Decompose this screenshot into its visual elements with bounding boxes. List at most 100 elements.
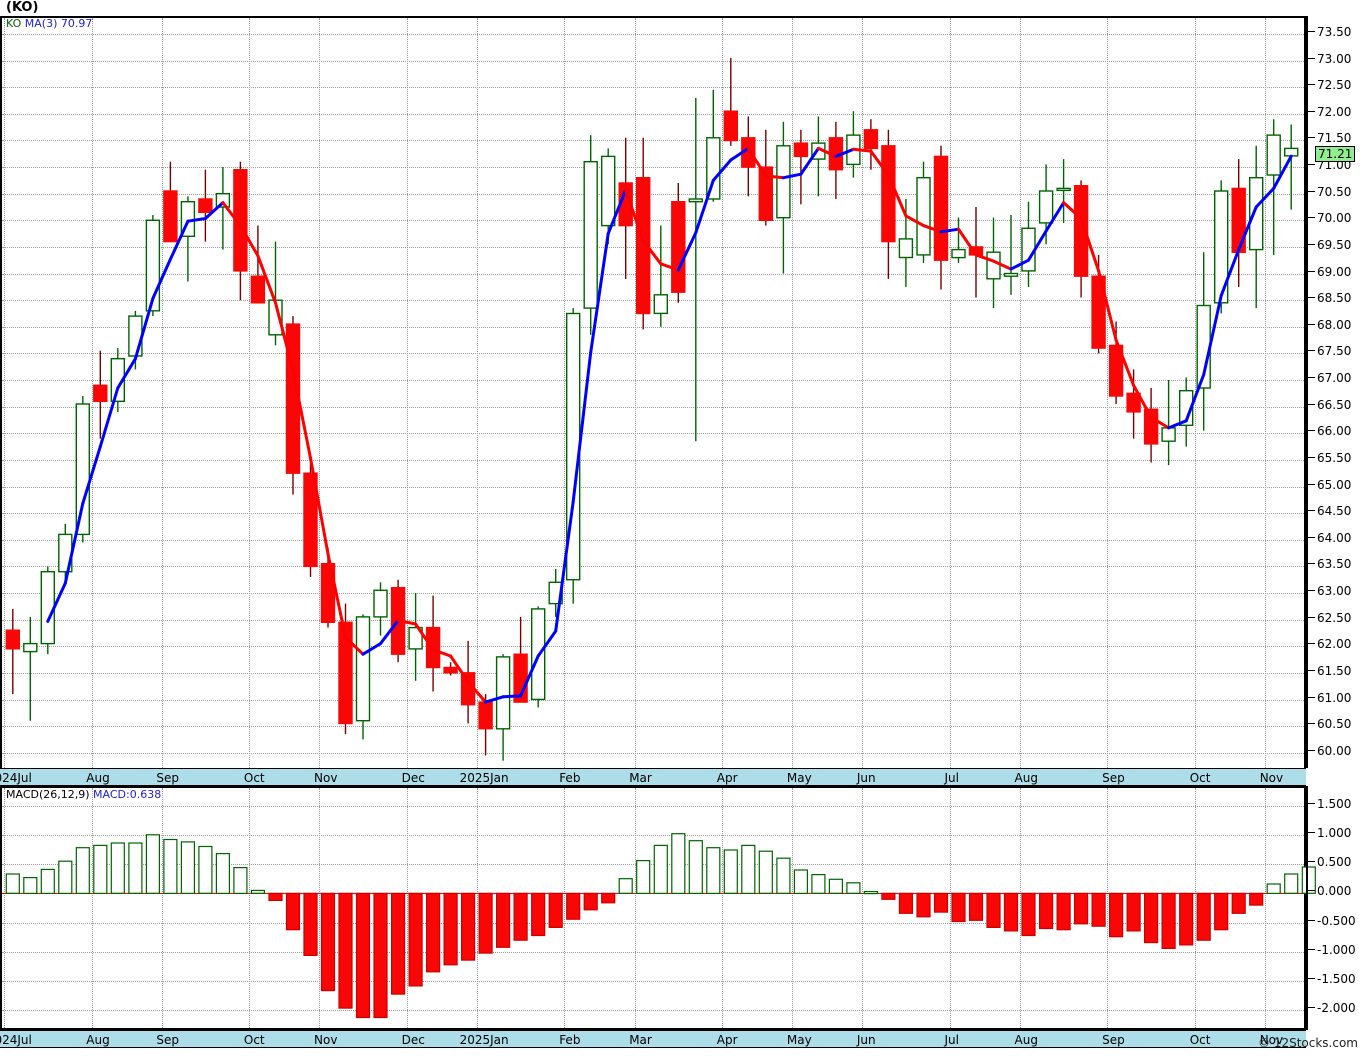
candle-body	[408, 626, 423, 650]
ma-segment	[344, 635, 365, 656]
gridline-v	[249, 788, 251, 1028]
ma-segment	[466, 680, 488, 704]
candle-body	[320, 563, 336, 624]
gridline-v	[634, 788, 636, 1028]
ma-segment	[554, 500, 575, 633]
candle-body	[198, 198, 213, 214]
ma-segment	[151, 257, 172, 300]
tick-label: 61.50	[1317, 663, 1352, 678]
candle-body	[653, 294, 668, 315]
price-date-label: Mar	[629, 771, 652, 785]
ma-segment	[449, 654, 470, 684]
tick-label: 61.00	[1317, 690, 1352, 705]
macd-bar	[373, 892, 388, 1019]
macd-bar	[1003, 892, 1019, 932]
ma-segment	[571, 351, 593, 504]
macd-bar	[758, 850, 773, 894]
macd-bar	[93, 844, 108, 895]
gridline-h	[2, 193, 1304, 195]
gridline-h	[2, 699, 1304, 701]
tick-mark	[1308, 377, 1315, 378]
ma-segment	[834, 147, 855, 158]
price-date-label: Nov	[314, 771, 338, 785]
ma-segment	[659, 262, 680, 272]
tick-label: 64.50	[1317, 504, 1352, 519]
candle-body	[863, 129, 879, 150]
gridline-h	[2, 513, 1304, 515]
ma-segment	[1009, 258, 1030, 271]
gridline-v	[249, 18, 251, 768]
macd-bar	[723, 849, 738, 894]
ma-segment	[501, 694, 523, 699]
macd-bar	[741, 844, 756, 895]
tick-label: 73.50	[1317, 25, 1352, 39]
macd-legend: MACD(26,12,9) MACD:0.638	[6, 789, 161, 800]
tick-label: 68.50	[1317, 291, 1352, 306]
ma-segment	[379, 619, 400, 646]
price-date-label: Nov	[1259, 771, 1284, 785]
candle-body	[495, 656, 511, 730]
macd-bar	[1214, 892, 1229, 931]
tick-label: 72.00	[1317, 104, 1352, 119]
ma-segment	[1062, 201, 1083, 220]
gridline-v	[1019, 18, 1021, 768]
tick-label: 69.50	[1317, 237, 1352, 252]
price-date-label: Aug	[86, 771, 110, 785]
gridline-v	[949, 788, 951, 1028]
gridline-v	[406, 18, 408, 768]
ma-segment	[764, 174, 785, 180]
gridline-h	[2, 619, 1304, 621]
macd-date-label: Aug	[1014, 1033, 1038, 1047]
tick-mark	[1308, 323, 1315, 325]
macd-bar	[320, 892, 336, 992]
tick-label: 64.00	[1317, 530, 1352, 545]
macd-bar	[653, 844, 668, 895]
ma-segment	[1079, 217, 1101, 273]
price-date-label: Sep	[1102, 771, 1125, 785]
candle-body	[933, 155, 949, 261]
tick-mark	[1308, 110, 1315, 112]
macd-bar	[40, 868, 55, 895]
macd-date-label: Feb	[559, 1033, 581, 1047]
ma-segment	[781, 172, 803, 180]
gridline-h	[2, 752, 1304, 754]
gridline-h	[2, 951, 1304, 953]
tick-mark	[1308, 84, 1315, 86]
macd-bar	[5, 873, 20, 894]
tick-mark	[1308, 510, 1315, 512]
ma-segment	[238, 224, 260, 258]
price-pane[interactable]	[0, 16, 1306, 768]
last-price-badge: 71.21	[1315, 145, 1356, 162]
price-date-label: Oct	[243, 771, 265, 785]
price-legend-indicator: MA(3)	[24, 17, 58, 30]
macd-bar	[128, 842, 143, 894]
tick-label: 71.00	[1317, 158, 1352, 173]
macd-date-label: Sep	[1102, 1033, 1125, 1047]
ma-segment	[957, 227, 978, 257]
tick-mark	[1308, 749, 1315, 751]
gridline-v	[1019, 788, 1021, 1028]
ma-segment	[98, 386, 120, 449]
candle-body	[355, 616, 371, 722]
page-title: (KO)	[6, 0, 39, 15]
ma-segment	[1184, 373, 1206, 423]
macd-pane[interactable]	[0, 786, 1316, 1030]
tick-mark	[1308, 948, 1315, 950]
gridline-v	[1194, 788, 1196, 1028]
candle-body	[1003, 272, 1019, 277]
candle-body	[601, 155, 616, 227]
gridline-v	[161, 788, 163, 1028]
ma-segment	[116, 357, 137, 390]
ma-segment	[309, 456, 330, 556]
candle-body	[1126, 392, 1141, 413]
macd-bar	[1021, 892, 1036, 937]
gridline-h	[2, 380, 1304, 381]
macd-bar	[1231, 892, 1246, 914]
price-date-label: May	[786, 771, 812, 785]
ma-segment	[589, 232, 610, 354]
macd-bar	[881, 892, 896, 900]
candle-body	[250, 275, 266, 304]
tick-mark	[1308, 430, 1315, 432]
gridline-v	[4, 18, 5, 768]
macd-bar	[1073, 892, 1089, 925]
